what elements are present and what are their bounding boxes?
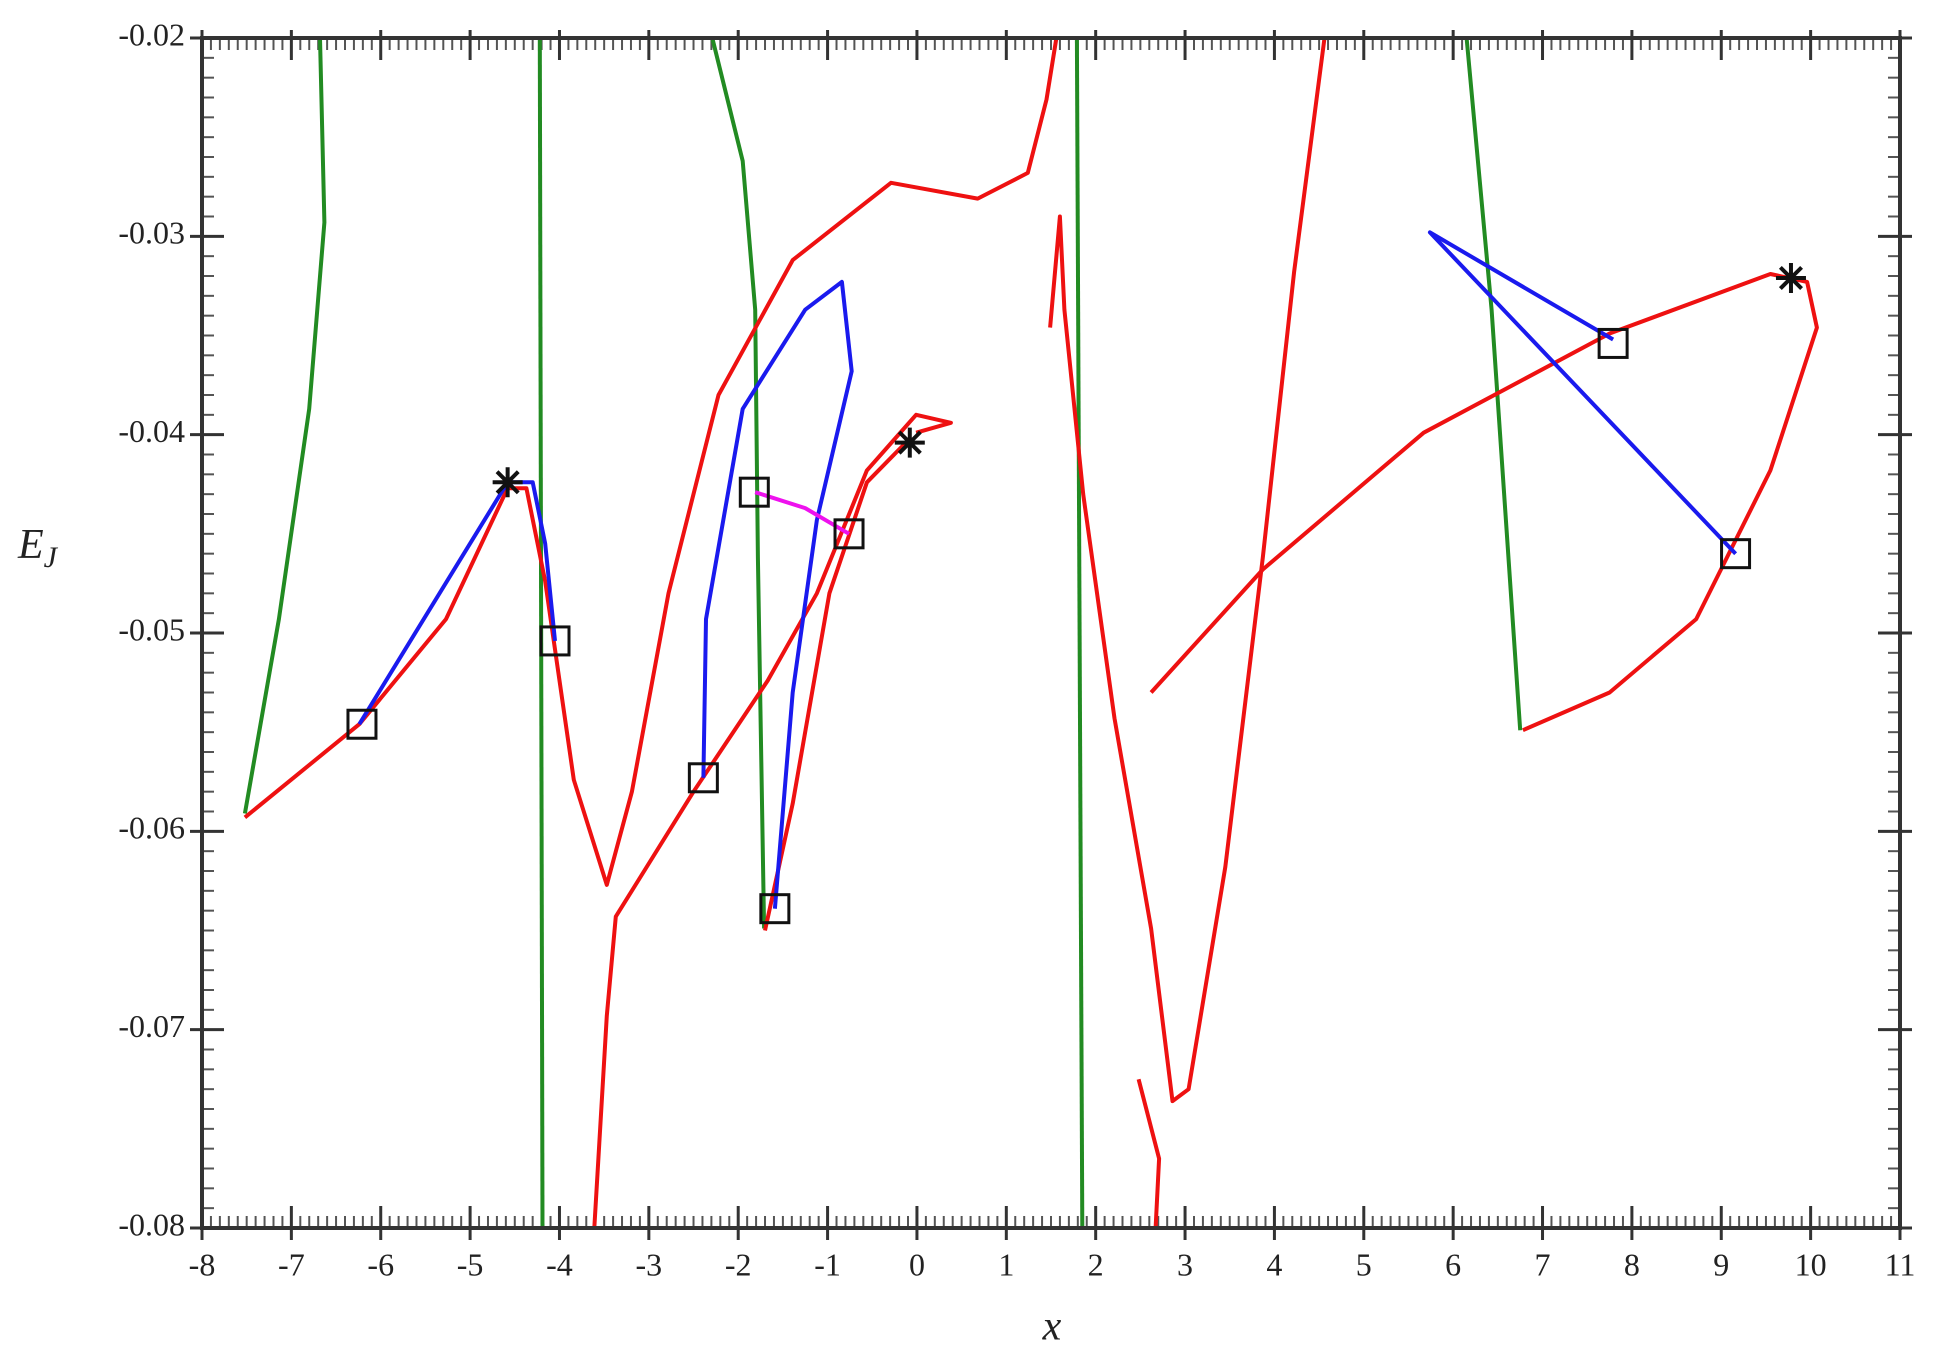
- y-tick-label: -0.05: [118, 611, 185, 647]
- y-tick-label: -0.02: [118, 16, 185, 52]
- x-tick-label: 4: [1266, 1246, 1282, 1282]
- x-tick-label: 10: [1795, 1246, 1827, 1282]
- x-tick-label: -6: [367, 1246, 394, 1282]
- asterisk-marker: [492, 467, 523, 498]
- y-tick-label: -0.08: [118, 1206, 185, 1242]
- asterisk-marker: [894, 427, 925, 458]
- square-marker: [759, 893, 791, 925]
- x-tick-label: -1: [814, 1246, 841, 1282]
- x-tick-label: -7: [278, 1246, 305, 1282]
- curve: [592, 412, 953, 1229]
- square-marker: [1720, 538, 1752, 570]
- x-tick-label: 2: [1088, 1246, 1104, 1282]
- plot-frame: [200, 36, 1902, 1230]
- y-tick-label: -0.06: [118, 810, 185, 846]
- curve: [1427, 230, 1738, 556]
- square-marker: [346, 708, 378, 740]
- x-tick-label: 1: [998, 1246, 1014, 1282]
- curve: [1464, 37, 1523, 731]
- x-tick-label: -2: [725, 1246, 752, 1282]
- curve: [763, 437, 912, 931]
- curve: [1074, 37, 1085, 1229]
- x-tick-label: 0: [909, 1246, 925, 1282]
- x-tick-label: -4: [546, 1246, 573, 1282]
- square-marker: [687, 762, 719, 794]
- asterisk-marker: [1775, 262, 1806, 293]
- x-tick-label: 7: [1535, 1246, 1551, 1282]
- x-tick-label: 11: [1885, 1246, 1916, 1282]
- square-marker: [539, 625, 571, 657]
- x-axis-label: x: [1042, 1304, 1062, 1350]
- square-marker: [738, 476, 770, 508]
- square-marker: [1597, 327, 1629, 359]
- x-tick-label: 3: [1177, 1246, 1193, 1282]
- x-tick-label: -8: [189, 1246, 216, 1282]
- curve: [242, 37, 327, 814]
- curve: [1048, 37, 1327, 1104]
- y-tick-label: -0.04: [118, 413, 185, 449]
- curve: [357, 480, 557, 726]
- y-axis-label: EJ: [17, 522, 59, 574]
- square-marker: [833, 518, 865, 550]
- curve: [243, 37, 1059, 887]
- curve: [701, 279, 854, 909]
- x-tick-label: -5: [457, 1246, 484, 1282]
- y-tick-label: -0.03: [118, 215, 185, 251]
- x-tick-label: 8: [1624, 1246, 1640, 1282]
- curve: [710, 37, 767, 929]
- curve: [1136, 1078, 1162, 1229]
- x-tick-label: 6: [1445, 1246, 1461, 1282]
- x-tick-label: -3: [636, 1246, 663, 1282]
- y-tick-label: -0.07: [118, 1008, 185, 1044]
- x-tick-label: 5: [1356, 1246, 1372, 1282]
- x-tick-label: 9: [1713, 1246, 1729, 1282]
- curve: [1149, 272, 1819, 733]
